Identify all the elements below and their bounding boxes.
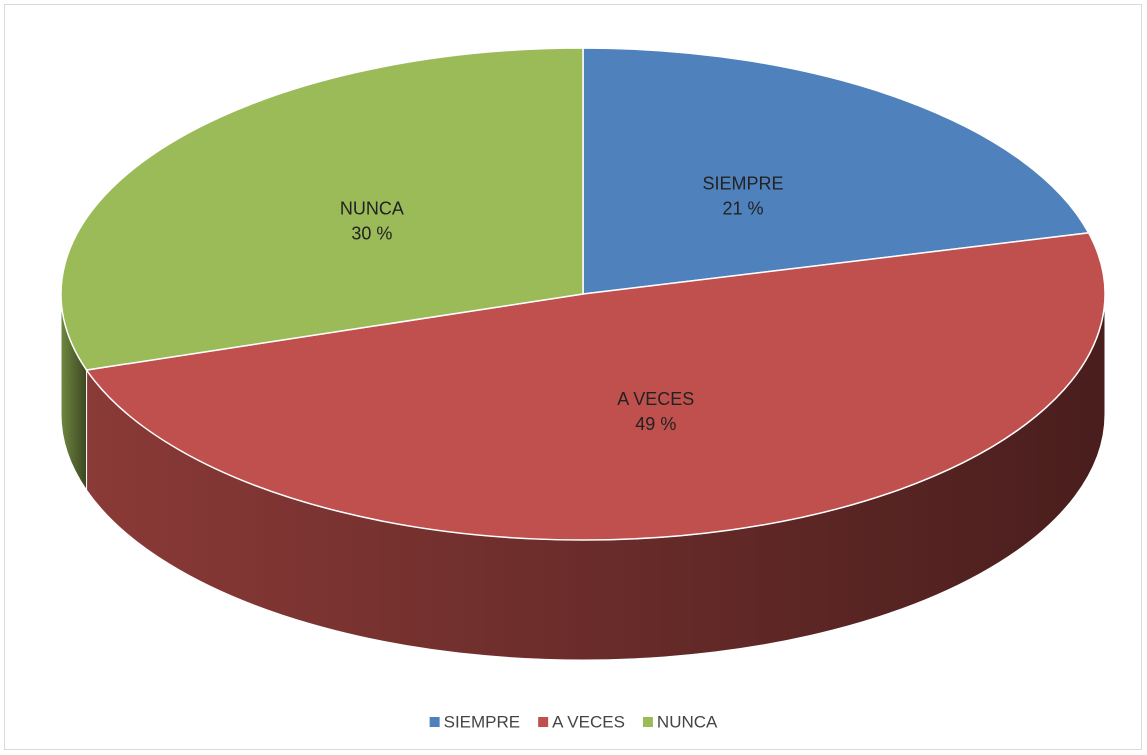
data-label-category: SIEMPRE [702,174,783,194]
slice [60,47,584,371]
legend-swatch [538,717,549,727]
legend-label: NUNCA [657,712,718,731]
legend-label: A VECES [552,712,625,731]
legend-label: SIEMPRE [444,712,521,731]
slice [582,47,1090,295]
data-label-value: 21 % [722,199,763,219]
data-label-category: A VECES [617,389,694,409]
data-label-value: 30 % [351,223,392,243]
data-label-value: 49 % [635,414,676,434]
data-label-category: NUNCA [340,198,404,218]
slice [85,232,1106,541]
legend-swatch [642,717,653,727]
legend-swatch [429,717,440,727]
